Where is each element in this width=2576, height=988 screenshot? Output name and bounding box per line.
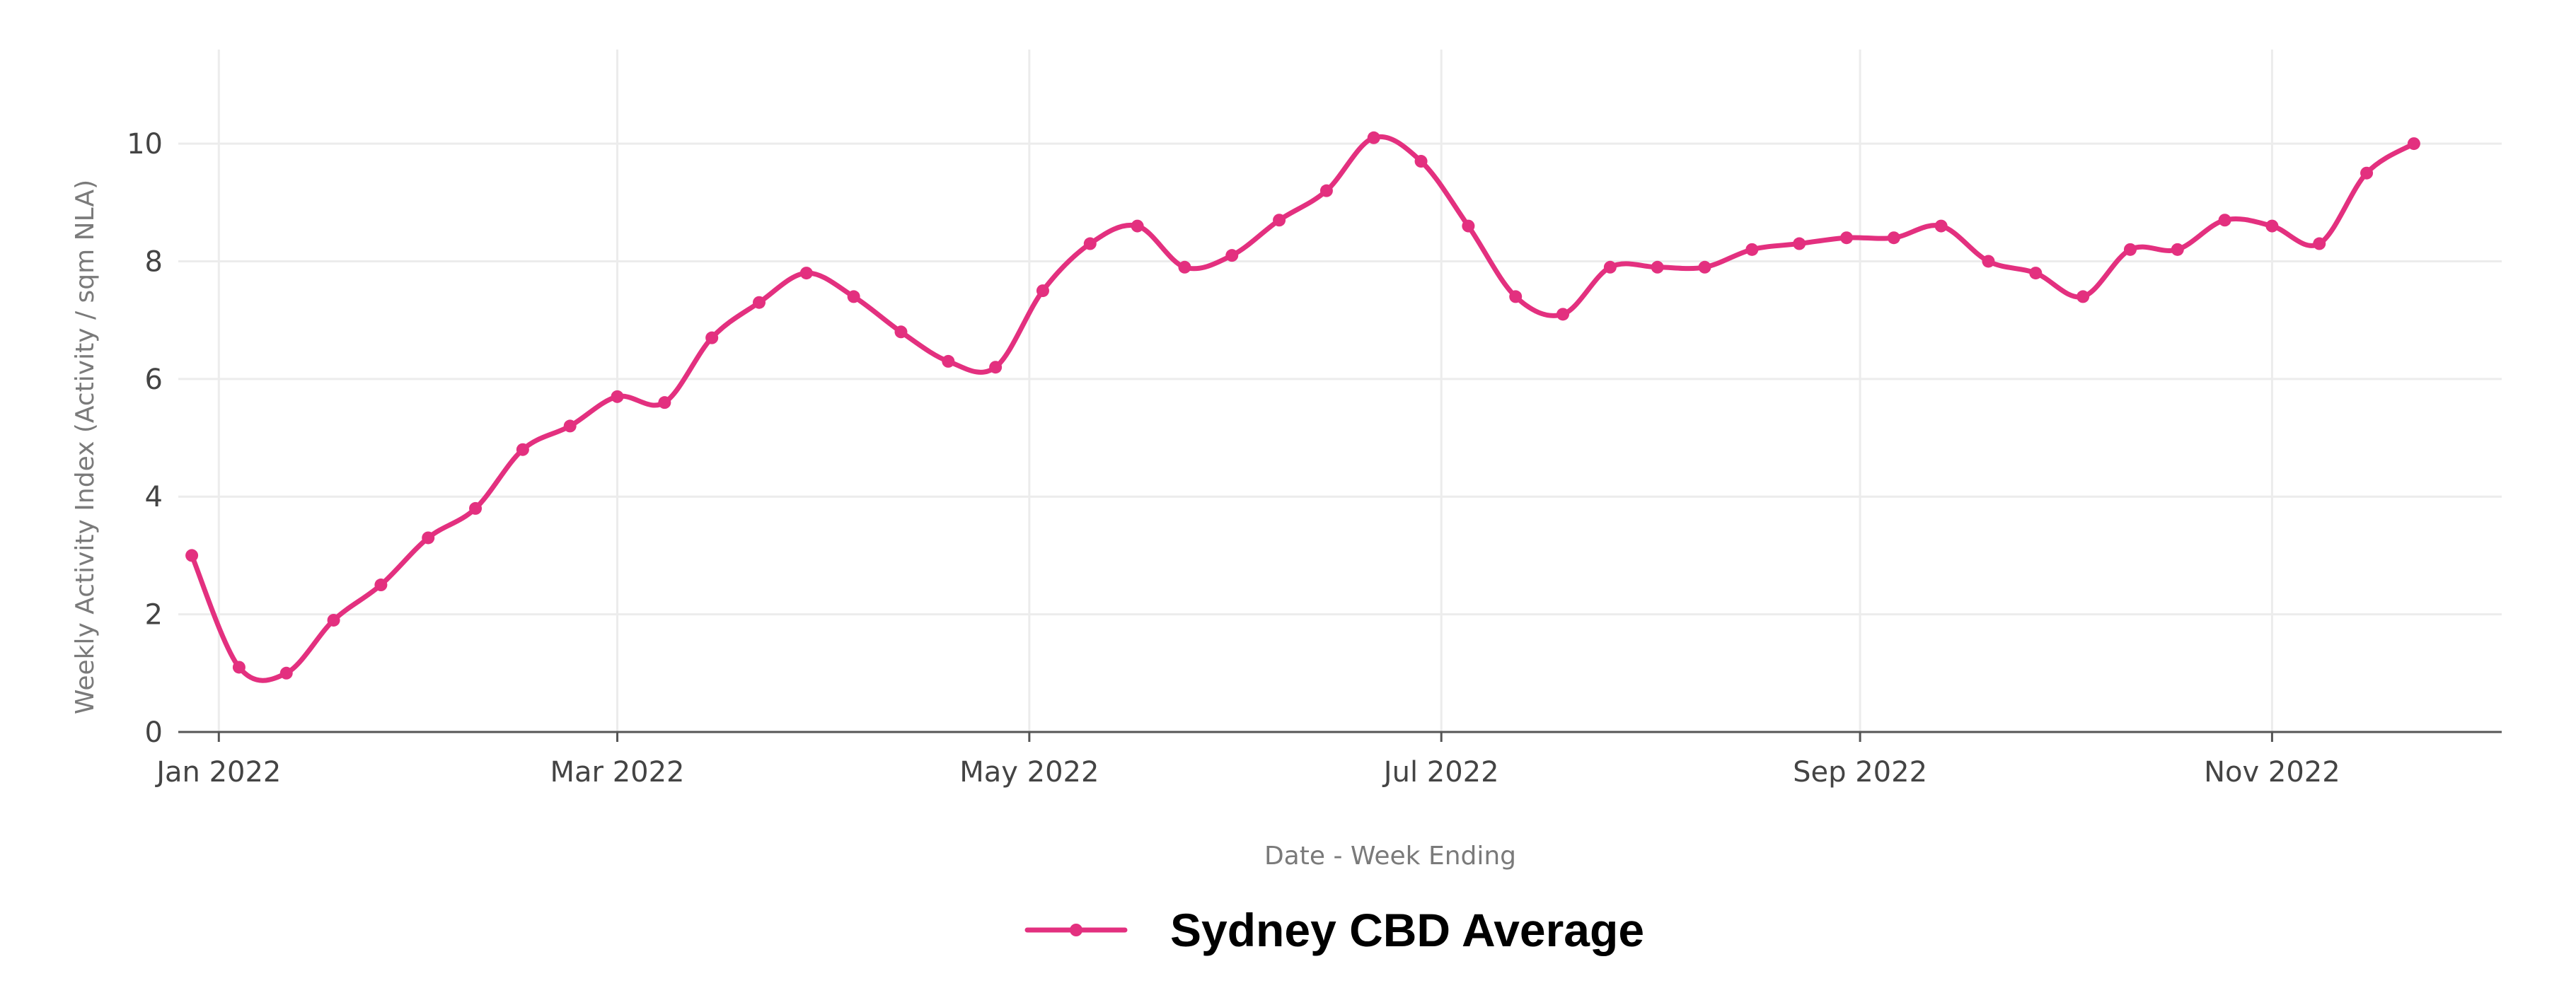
y-tick-label: 2 xyxy=(145,599,163,632)
data-point xyxy=(2077,290,2090,303)
x-tick-label: May 2022 xyxy=(959,756,1099,789)
data-point xyxy=(2360,166,2374,180)
data-point xyxy=(1793,237,1806,250)
data-point xyxy=(942,354,955,368)
x-tick-label: Sep 2022 xyxy=(1793,756,1927,789)
data-point xyxy=(232,661,246,674)
series-line xyxy=(189,134,2417,683)
data-point xyxy=(1698,260,1711,274)
tick-labels: 0 2 4 6 8 10 Jan 2022 Mar 2022 May 2022 Jul 2022 S… xyxy=(127,128,2340,789)
data-point xyxy=(2407,137,2420,151)
series-layer xyxy=(185,131,2420,683)
data-point xyxy=(516,443,529,456)
data-point xyxy=(1462,219,1475,233)
data-point xyxy=(2123,243,2137,256)
data-point xyxy=(1934,219,1948,233)
x-tick-label: Nov 2022 xyxy=(2204,756,2340,789)
data-point xyxy=(1036,284,1049,298)
y-tick-label: 8 xyxy=(145,245,163,278)
data-point xyxy=(374,579,388,592)
data-point xyxy=(1651,260,1664,274)
data-point xyxy=(2265,219,2279,233)
data-point xyxy=(1178,260,1191,274)
data-point xyxy=(1556,308,1570,321)
data-point xyxy=(1839,231,1853,245)
x-tick-label: Mar 2022 xyxy=(550,756,685,789)
data-point xyxy=(1273,214,1286,227)
data-point xyxy=(327,613,340,627)
data-point xyxy=(1083,237,1097,250)
data-point xyxy=(705,331,719,344)
legend-label: Sydney CBD Average xyxy=(1170,904,1644,956)
data-point xyxy=(279,666,293,680)
data-point xyxy=(1509,290,1523,303)
data-point xyxy=(1367,131,1380,144)
data-point xyxy=(1414,155,1428,168)
legend[interactable]: Sydney CBD Average xyxy=(1024,904,1644,956)
data-point xyxy=(1887,231,1900,245)
x-tick-label: Jul 2022 xyxy=(1382,756,1499,789)
data-point xyxy=(422,531,435,545)
data-point xyxy=(2218,214,2231,227)
data-point xyxy=(1745,243,1759,256)
x-axis-title: Date - Week Ending xyxy=(1264,842,1516,871)
legend-marker xyxy=(1070,924,1082,936)
y-tick-label: 10 xyxy=(127,128,163,161)
data-point xyxy=(611,390,624,403)
data-point xyxy=(1603,260,1617,274)
data-point xyxy=(847,290,860,303)
data-point xyxy=(658,396,671,409)
data-point xyxy=(2029,267,2043,280)
y-tick-label: 0 xyxy=(145,716,163,749)
y-tick-label: 4 xyxy=(145,481,163,513)
data-point xyxy=(799,267,813,280)
y-tick-label: 6 xyxy=(145,364,163,396)
data-point xyxy=(563,419,577,433)
axes xyxy=(178,731,2502,742)
data-point xyxy=(1225,249,1239,262)
data-point xyxy=(469,501,483,515)
data-point xyxy=(894,325,908,339)
gridlines xyxy=(178,50,2502,732)
data-point xyxy=(753,296,766,309)
data-point xyxy=(2171,243,2184,256)
data-point xyxy=(989,361,1003,374)
data-point xyxy=(185,549,199,562)
y-axis-title: Weekly Activity Index (Activity / sqm NL… xyxy=(71,180,100,714)
data-point xyxy=(2313,237,2326,250)
data-point xyxy=(1319,184,1333,197)
data-point xyxy=(1131,219,1144,233)
x-tick-label: Jan 2022 xyxy=(154,756,281,789)
data-point xyxy=(1982,255,1995,268)
